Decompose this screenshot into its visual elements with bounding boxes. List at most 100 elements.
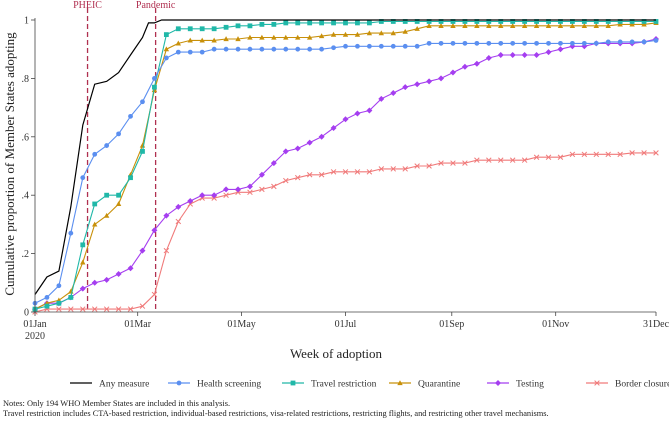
data-point xyxy=(546,40,551,46)
data-point xyxy=(44,303,50,309)
data-point xyxy=(235,23,241,29)
legend: Any measure Health screening Travel restri… xyxy=(70,380,669,390)
data-point xyxy=(581,19,587,24)
data-point xyxy=(223,192,229,198)
data-point xyxy=(378,95,385,102)
data-point xyxy=(307,46,313,52)
data-point xyxy=(497,157,504,163)
y-axis-title: Cumulative proportion of Member States a… xyxy=(2,32,17,296)
data-point xyxy=(355,20,360,26)
data-point xyxy=(306,139,313,146)
data-point xyxy=(91,306,98,312)
data-point xyxy=(139,303,146,309)
series-layer xyxy=(32,19,659,315)
data-point xyxy=(247,34,253,40)
data-point xyxy=(569,23,576,28)
data-point xyxy=(522,19,528,24)
data-point xyxy=(235,186,242,193)
data-point xyxy=(175,40,182,46)
data-point xyxy=(235,46,241,52)
data-point xyxy=(68,230,74,236)
x-tick-label: 31Dec xyxy=(643,319,669,330)
data-point xyxy=(570,19,575,24)
data-point xyxy=(629,21,635,27)
data-point xyxy=(343,20,348,26)
data-point xyxy=(331,45,336,51)
data-point xyxy=(306,172,313,178)
data-point xyxy=(271,183,277,190)
data-point xyxy=(486,23,492,28)
data-point xyxy=(521,52,528,59)
data-point xyxy=(283,177,289,184)
data-point xyxy=(605,39,611,45)
data-point xyxy=(175,203,182,210)
data-point xyxy=(271,46,277,52)
data-point xyxy=(617,21,623,27)
data-point xyxy=(199,49,205,55)
data-point xyxy=(187,26,193,32)
data-point xyxy=(402,166,408,172)
data-point xyxy=(175,49,181,55)
x-tick-label: 01May xyxy=(227,319,255,330)
legend-label: Health screening xyxy=(197,380,261,390)
data-point xyxy=(211,37,217,43)
data-point xyxy=(653,38,659,43)
data-point xyxy=(235,36,241,42)
data-point xyxy=(44,295,50,300)
data-point xyxy=(115,271,122,278)
data-point xyxy=(617,151,623,158)
data-point xyxy=(462,40,468,46)
series-line-quarantine xyxy=(34,22,657,310)
series-line-any-measure xyxy=(34,19,656,295)
data-point xyxy=(390,90,397,96)
data-point xyxy=(140,149,145,154)
annotation-label: Pandemic xyxy=(136,0,176,11)
data-point xyxy=(486,157,492,163)
data-point xyxy=(426,23,432,28)
data-point xyxy=(295,20,301,26)
data-point xyxy=(283,46,289,52)
data-point xyxy=(474,40,480,46)
data-point xyxy=(366,30,373,36)
data-point xyxy=(258,171,265,178)
legend-swatch-marker xyxy=(594,380,600,386)
data-point xyxy=(605,23,611,28)
data-point xyxy=(92,151,98,157)
data-point xyxy=(533,52,540,59)
y-tick-label: 1 xyxy=(24,16,29,27)
data-point xyxy=(402,84,409,91)
data-point xyxy=(629,150,635,156)
data-point xyxy=(617,19,623,24)
data-point xyxy=(593,23,599,28)
data-point xyxy=(497,52,504,59)
data-point xyxy=(641,21,647,27)
data-point xyxy=(462,23,468,28)
data-point xyxy=(283,34,289,40)
data-point xyxy=(438,40,444,46)
annotation-label: PHEIC xyxy=(73,0,102,11)
data-point xyxy=(92,221,98,227)
data-point xyxy=(127,265,134,272)
data-point xyxy=(545,154,552,160)
legend-label: Quarantine xyxy=(418,380,460,390)
note-line-1: Notes: Only 194 WHO Member States are in… xyxy=(3,399,231,408)
data-point xyxy=(104,143,110,148)
data-point xyxy=(223,36,229,42)
data-point xyxy=(295,46,301,52)
data-point xyxy=(56,300,62,306)
data-point xyxy=(629,39,635,45)
data-point xyxy=(116,192,121,198)
data-point xyxy=(355,43,360,49)
data-point xyxy=(641,39,647,45)
data-point xyxy=(259,186,265,193)
data-point xyxy=(498,23,504,28)
legend-label: Any measure xyxy=(99,380,149,390)
data-point xyxy=(247,46,253,52)
data-point xyxy=(91,279,98,286)
data-point xyxy=(473,60,480,67)
data-point xyxy=(378,166,385,172)
data-point xyxy=(641,19,647,24)
data-point xyxy=(438,160,444,166)
data-point xyxy=(366,107,373,114)
